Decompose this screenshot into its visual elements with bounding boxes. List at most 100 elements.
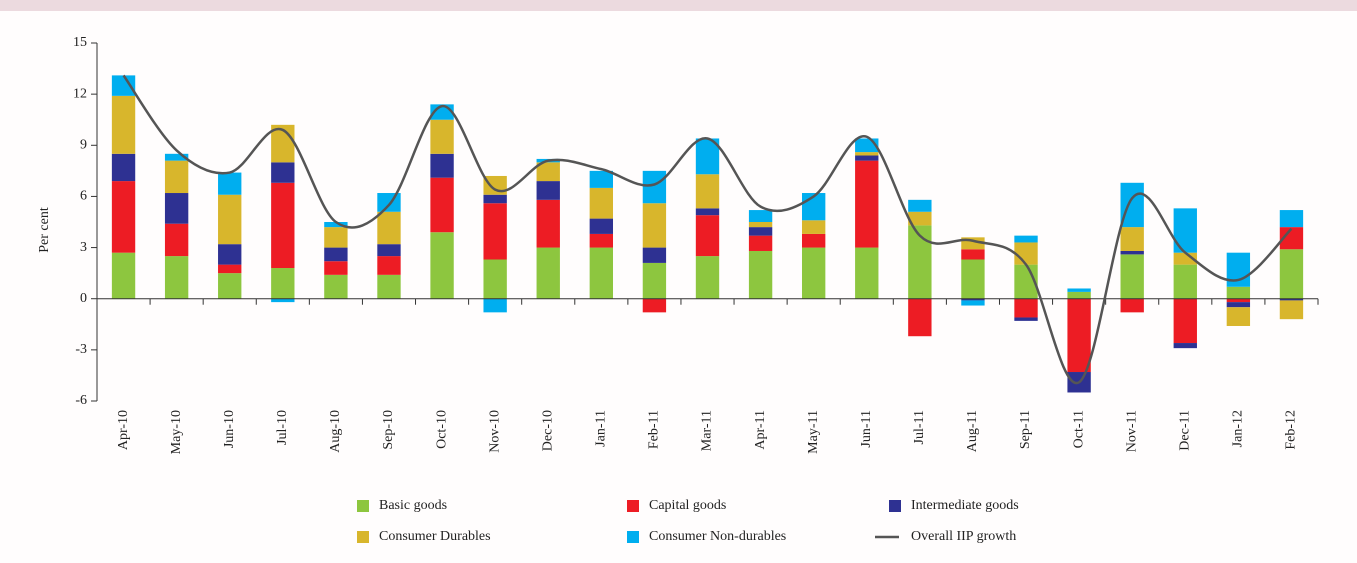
bar-segment [908,225,932,299]
x-tick-label: Jul-11 [912,410,927,444]
bar-segment [111,252,136,299]
y-tick-label: -6 [75,393,87,408]
bar-segment [324,261,348,275]
bar-segment [1226,302,1251,308]
x-tick-label: Sep-10 [381,410,396,450]
legend-label: Consumer Non-durables [649,529,786,544]
bar-segment [642,298,667,313]
bar-segment [1120,227,1144,251]
bar-segment [1173,298,1197,344]
bar-segment [961,259,985,299]
x-tick-label: Jan-11 [594,410,609,447]
bar-segment [1279,249,1304,299]
x-tick-label: Feb-11 [647,410,662,449]
bar-segment [908,199,932,212]
legend-label: Intermediate goods [911,498,1019,513]
bar-segment [589,247,614,299]
bar-segment [164,160,189,194]
bar-segment [1173,264,1197,299]
bar-segment [483,203,507,260]
x-tick-label: Oct-11 [1071,410,1086,448]
y-tick-label: 0 [80,291,87,306]
x-tick-label: Feb-12 [1284,410,1299,450]
bar-segment [164,256,189,299]
x-tick-label: May-11 [806,410,821,454]
bar-segment [536,181,560,200]
bar-segment [855,152,879,156]
x-tick-label: Aug-11 [965,410,980,452]
bar-segment [377,211,401,245]
legend-label: Basic goods [379,498,447,513]
bar-segment [111,153,136,182]
bar-segment [801,220,826,234]
bar-segment [1014,298,1038,318]
bar-segment [695,215,720,257]
y-axis-label: Per cent [37,207,52,253]
bar-segment [1120,298,1144,313]
legend-swatch [627,531,639,543]
bar-segment [1014,242,1038,265]
x-tick-label: Aug-10 [328,410,343,453]
bar-segment [1173,252,1197,265]
x-tick-label: Jul-10 [275,410,290,445]
bar-segment [748,227,773,236]
legend-swatch [627,500,639,512]
bar-segment [536,162,560,182]
bar-segment [961,300,985,306]
x-tick-label: Dec-11 [1178,410,1193,451]
bar-segment [430,119,454,154]
bar-segment [1120,250,1144,255]
header-band [0,0,1357,11]
bar-segment [1279,227,1304,250]
bar-segment [589,218,614,234]
bar-segment [377,274,401,299]
bar-segment [111,181,136,253]
bar-segment [164,223,189,257]
bar-segment [483,259,507,299]
bar-segment [642,262,667,299]
bar-segment [1226,307,1251,326]
bar-segment [589,187,614,219]
bar-segment [377,244,401,257]
bar-segment [748,222,773,228]
bar-segment [1067,288,1091,292]
bar-segment [324,274,348,299]
bar-segment [271,182,295,269]
bar-segment [430,177,454,233]
bar-segment [111,95,136,154]
bar-segment [589,233,614,248]
x-tick-label: Apr-11 [753,410,768,450]
y-tick-label: 15 [73,35,87,50]
bar-segment [483,194,507,204]
bar-segment [1279,300,1304,320]
legend-label: Overall IIP growth [911,529,1016,544]
x-tick-label: Jun-10 [222,410,237,448]
y-tick-label: 6 [80,189,87,204]
bar-segment [1120,254,1144,299]
bar-segment [748,250,773,299]
y-tick-label: 3 [80,240,87,255]
y-tick-label: 9 [80,138,87,153]
bar-segment [218,172,242,195]
bar-segment [1014,317,1038,321]
legend-swatch [889,500,901,512]
bar-segment [164,193,189,224]
bar-segment [536,199,560,248]
x-tick-label: Oct-10 [434,410,449,449]
bar-segment [695,256,720,299]
bar-segment [377,256,401,275]
x-tick-label: Jun-11 [859,410,874,448]
y-tick-label: 12 [73,86,87,101]
bar-segment [218,244,242,265]
x-tick-label: Mar-11 [700,410,715,451]
bar-segment [961,298,985,301]
iip-line [122,74,1293,385]
bar-segment [324,247,348,262]
bar-segment [855,155,879,161]
bar-segment [1226,252,1251,287]
bar-segment [1226,286,1251,299]
bar-segment [1014,235,1038,243]
bar-segment [1279,210,1304,228]
x-tick-label: Dec-10 [540,410,555,451]
bar-segment [536,247,560,299]
